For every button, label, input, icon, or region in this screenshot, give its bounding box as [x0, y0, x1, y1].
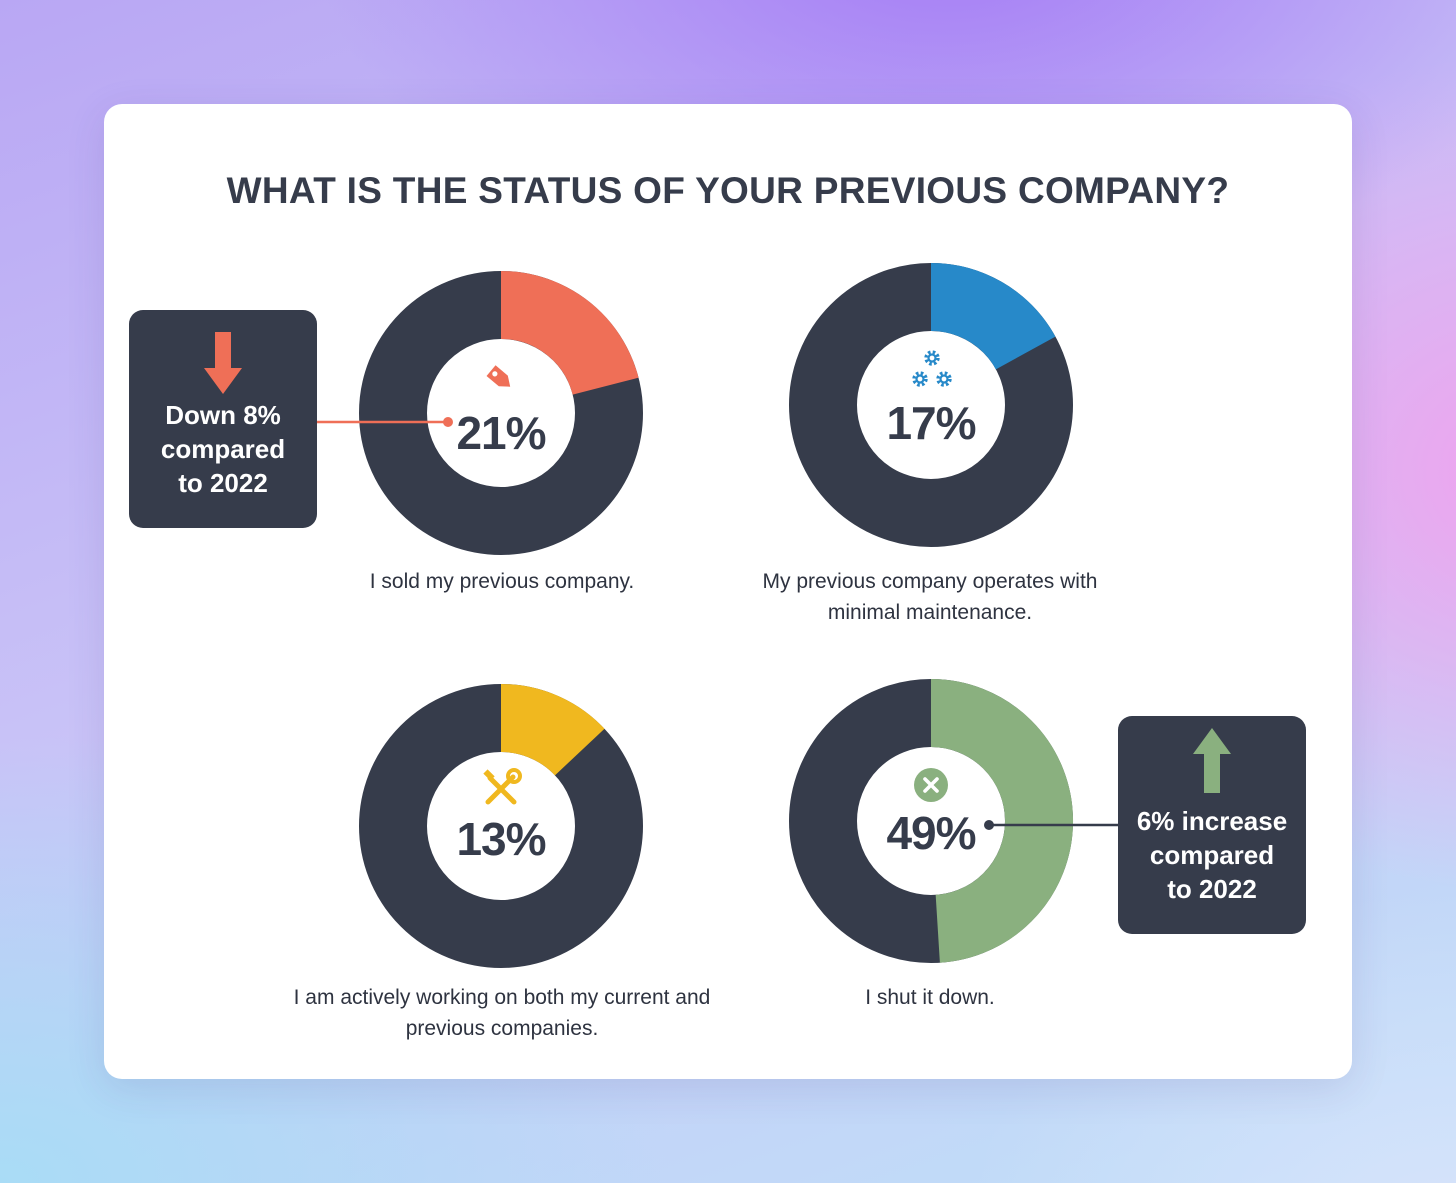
tools-icon: [483, 768, 522, 805]
price-tag-icon: [486, 365, 511, 387]
percent-label-working-on-both: 13%: [456, 813, 546, 865]
gears-icon: [912, 350, 952, 387]
donut-segment-minimal-maintenance: [929, 263, 1056, 371]
donut-chart-shut-down: [789, 679, 1074, 963]
percent-label-shut-down: 49%: [886, 807, 976, 859]
caption-working-on-both: I am actively working on both my current…: [293, 986, 711, 1040]
callout-6-percent-increase: 6% increase compared to 2022: [1118, 716, 1306, 934]
caption-shut-down: I shut it down.: [865, 986, 995, 1009]
callout-line: Down 8%: [165, 400, 281, 430]
arrow-down-icon: [204, 332, 242, 394]
callout-text: 6% increase compared to 2022: [1118, 804, 1306, 906]
donut-segment-sold: [499, 271, 639, 396]
caption-minimal-maintenance: My previous company operates with minima…: [762, 570, 1098, 624]
donut-chart-working-on-both: [359, 684, 643, 968]
callout-line: 6% increase: [1136, 806, 1288, 836]
callout-line: compared: [160, 434, 286, 464]
percent-label-minimal-maintenance: 17%: [886, 397, 976, 449]
x-circle-icon: [914, 768, 948, 802]
percent-label-sold: 21%: [456, 407, 546, 459]
donut-segment-shut-down: [929, 679, 1074, 963]
callout-text: Down 8% compared to 2022: [129, 398, 317, 500]
donut-chart-minimal-maintenance: [789, 263, 1073, 547]
callout-down-8-percent: Down 8% compared to 2022: [129, 310, 317, 528]
chart-title: WHAT IS THE STATUS OF YOUR PREVIOUS COMP…: [226, 170, 1230, 211]
callout-line: to 2022: [178, 468, 268, 498]
caption-sold: I sold my previous company.: [369, 570, 635, 593]
callout-line: compared: [1149, 840, 1275, 870]
arrow-up-icon: [1193, 728, 1231, 793]
donut-chart-sold: [359, 271, 643, 555]
donut-segment-working-on-both: [499, 684, 605, 777]
callout-line: to 2022: [1167, 874, 1257, 904]
